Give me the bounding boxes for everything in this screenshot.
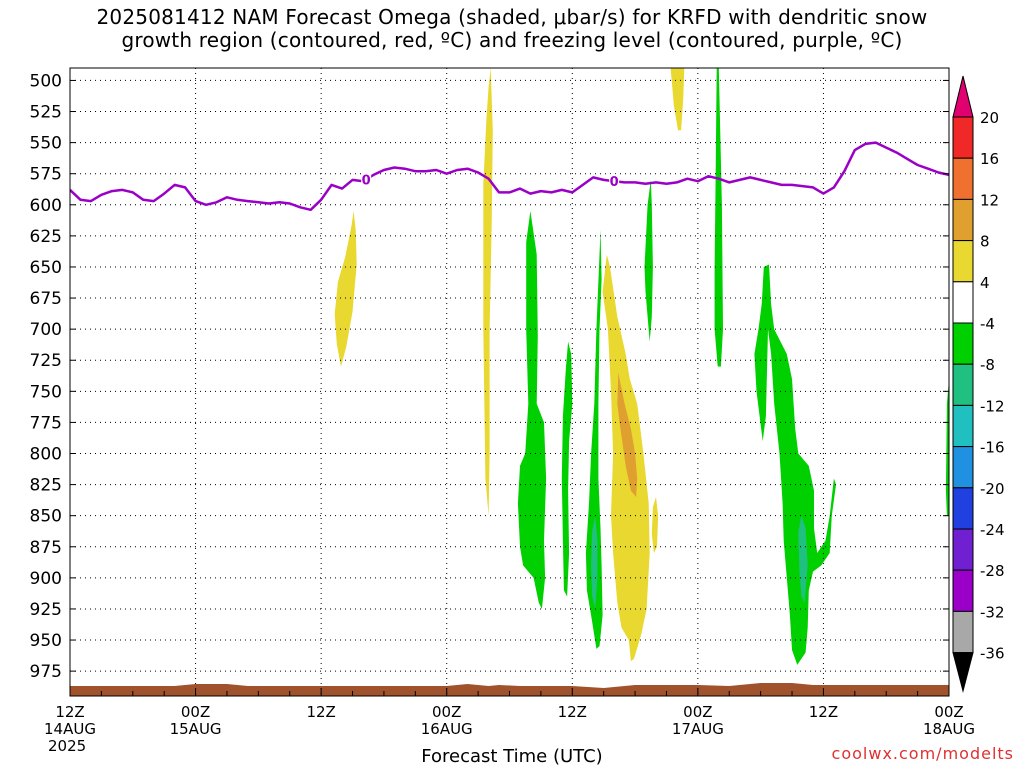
xtick-label-12-2: 15AUG xyxy=(170,720,222,738)
colorbar-segment-7 xyxy=(952,363,974,406)
contour-label-1: 0 xyxy=(610,175,619,190)
ytick-label-925: 925 xyxy=(30,600,62,620)
colorbar-label-12: -32 xyxy=(980,603,1005,621)
colorbar-label-10: -24 xyxy=(980,521,1005,539)
colorbar-segment-10 xyxy=(952,487,974,530)
colorbar-segment-5 xyxy=(952,281,974,324)
colorbar-label-7: -12 xyxy=(980,397,1005,415)
ytick-label-700: 700 xyxy=(30,320,62,340)
xtick-label-36-1: 00Z xyxy=(432,703,461,721)
colorbar-label-1: 16 xyxy=(980,150,999,168)
colorbar-label-0: 20 xyxy=(980,109,999,127)
ytick-label-600: 600 xyxy=(30,196,62,216)
xtick-label-24-1: 12Z xyxy=(306,703,335,721)
contour-label-bg-0 xyxy=(361,172,372,186)
colorbar-segment-12 xyxy=(952,569,974,612)
colorbar-segment-8 xyxy=(952,404,974,448)
colorbar-segment-6 xyxy=(952,322,974,365)
ytick-label-675: 675 xyxy=(30,289,62,309)
contour-label-bg-1 xyxy=(609,174,620,188)
colorbar-label-9: -20 xyxy=(980,480,1005,498)
ytick-label-500: 500 xyxy=(30,71,62,91)
colorbar-segment-4 xyxy=(952,240,974,283)
colorbar-label-5: -4 xyxy=(980,315,995,333)
ytick-label-650: 650 xyxy=(30,258,62,278)
colorbar-segment-11 xyxy=(952,528,974,571)
ytick-label-825: 825 xyxy=(30,476,62,496)
plot-frame xyxy=(69,67,950,697)
colorbar-bottom-triangle xyxy=(952,652,974,693)
omega-region-10 xyxy=(714,68,723,367)
ytick-label-525: 525 xyxy=(30,103,62,123)
contour-label-0: 0 xyxy=(362,173,371,188)
omega-region-6 xyxy=(517,211,547,609)
xtick-label-0-2: 14AUG xyxy=(44,720,96,738)
colorbar-label-8: -16 xyxy=(980,439,1005,457)
colorbar-label-13: -36 xyxy=(980,645,1005,663)
colorbar-segment-3 xyxy=(952,198,974,242)
omega-region-2 xyxy=(670,68,685,131)
colorbar-top-triangle xyxy=(952,75,974,118)
colorbar-segment-9 xyxy=(952,446,974,489)
omega-region-14 xyxy=(945,378,949,516)
xtick-label-48-1: 12Z xyxy=(558,703,587,721)
ytick-label-775: 775 xyxy=(30,413,62,433)
omega-region-13 xyxy=(798,515,808,603)
xtick-label-84-1: 00Z xyxy=(934,703,963,721)
xtick-label-0-1: 12Z xyxy=(55,703,84,721)
xtick-label-60-1: 00Z xyxy=(683,703,712,721)
xtick-label-36-2: 16AUG xyxy=(421,720,473,738)
omega-region-8 xyxy=(585,229,603,649)
omega-region-4 xyxy=(651,497,659,553)
ytick-label-950: 950 xyxy=(30,631,62,651)
ytick-label-725: 725 xyxy=(30,351,62,371)
ytick-label-875: 875 xyxy=(30,538,62,558)
grid xyxy=(70,68,949,696)
ytick-label-850: 850 xyxy=(30,507,62,527)
colorbar-segment-13 xyxy=(952,610,974,654)
xtick-label-84-2: 18AUG xyxy=(923,720,975,738)
y-axis: 500 525 550 575 600 625 650 675 700 725 750 775 800 8… xyxy=(30,71,949,682)
chart-title: 2025081412 NAM Forecast Omega (shaded, μ… xyxy=(0,6,1024,52)
title-line-1: 2025081412 NAM Forecast Omega (shaded, μ… xyxy=(96,5,928,29)
ytick-label-975: 975 xyxy=(30,662,62,682)
omega-region-11 xyxy=(754,264,836,665)
ytick-label-750: 750 xyxy=(30,382,62,402)
omega-region-12 xyxy=(591,515,598,609)
xtick-label-72-1: 12Z xyxy=(809,703,838,721)
omega-shading xyxy=(334,68,949,665)
ytick-label-575: 575 xyxy=(30,165,62,185)
omega-region-9 xyxy=(644,179,653,342)
colorbar-label-2: 12 xyxy=(980,191,999,209)
colorbar: 20 16 12 8 4 -4 -8 -12 -16 -20 -24 -28 -32 -36 xyxy=(952,75,1005,693)
colorbar-segment-2 xyxy=(952,157,974,200)
freezing-level-line xyxy=(70,141,949,212)
omega-region-0 xyxy=(334,211,357,367)
ytick-label-625: 625 xyxy=(30,227,62,247)
ytick-label-800: 800 xyxy=(30,445,62,465)
ytick-label-550: 550 xyxy=(30,134,62,154)
xtick-label-12-1: 00Z xyxy=(181,703,210,721)
xtick-label-0-3: 2025 xyxy=(48,737,86,755)
omega-region-5 xyxy=(617,372,638,497)
colorbar-label-3: 8 xyxy=(980,233,990,251)
credit-text: coolwx.com/modelts xyxy=(831,744,1014,763)
omega-region-1 xyxy=(483,68,493,516)
colorbar-label-6: -8 xyxy=(980,356,995,374)
omega-region-7 xyxy=(561,341,573,597)
x-axis-title: Forecast Time (UTC) xyxy=(421,746,603,767)
title-line-2: growth region (contoured, red, ºC) and f… xyxy=(121,28,903,52)
ytick-label-900: 900 xyxy=(30,569,62,589)
colorbar-segment-1 xyxy=(952,116,974,159)
xtick-label-60-2: 17AUG xyxy=(672,720,724,738)
colorbar-label-4: 4 xyxy=(980,274,990,292)
colorbar-label-11: -28 xyxy=(980,562,1005,580)
